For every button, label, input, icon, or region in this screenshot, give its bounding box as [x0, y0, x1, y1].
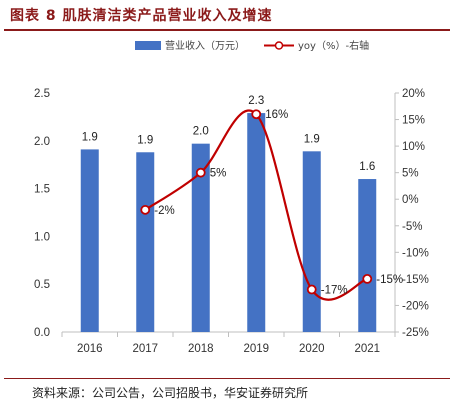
bar-value-label: 2.0 — [193, 126, 209, 138]
y-left-tick-label: 0.0 — [34, 327, 50, 339]
bar — [136, 152, 155, 332]
y-left-tick-label: 2.0 — [34, 136, 50, 148]
bar-value-label: 1.9 — [82, 131, 98, 143]
legend-marker-yoy — [274, 41, 284, 50]
legend-label-revenue: 营业收入（万元） — [165, 39, 245, 52]
yoy-marker — [251, 109, 262, 120]
title-rule — [4, 29, 450, 31]
y-left-tick-label: 1.0 — [34, 231, 50, 243]
y-right-tick-label: 5% — [402, 168, 419, 180]
yoy-value-label: -15% — [376, 274, 403, 286]
source-note: 资料来源：公司公告，公司招股书，华安证券研究所 — [32, 386, 309, 400]
data-labels: 1.9 1.9 2.0 2.3 1.9 1.6 -2% 5% 16% -17% -15% — [82, 95, 403, 296]
yoy-value-label: -17% — [321, 285, 348, 297]
bar-value-label: 1.6 — [359, 161, 375, 173]
bottom-rule — [4, 378, 450, 379]
figure-title: 图表 8 肌肤清洁类产品营业收入及增速 — [10, 8, 273, 24]
y-right-tick-label: 0% — [402, 194, 419, 206]
bar — [80, 149, 99, 332]
y-right-tick-label: -25% — [402, 327, 429, 339]
y-right-tick-label: 10% — [402, 141, 425, 153]
yoy-value-label: -2% — [154, 205, 174, 217]
axes: 0.0 0.5 1.0 1.5 2.0 2.5 -25% -20% -15% -10% -5% 0% 5… — [34, 88, 429, 355]
x-tick-label: 2020 — [299, 343, 325, 355]
y-right-tick-label: -15% — [402, 274, 429, 286]
yoy-line-path — [144, 109, 368, 301]
bar-value-label: 1.9 — [137, 134, 153, 146]
legend: 营业收入（万元） yoy（%）-右轴 — [135, 39, 369, 52]
bar — [247, 113, 266, 333]
bar-value-label: 2.3 — [248, 95, 264, 107]
y-right-tick-label: 20% — [402, 88, 425, 100]
yoy-marker — [362, 273, 373, 284]
bar — [358, 179, 377, 332]
legend-swatch-revenue — [135, 41, 161, 50]
bar — [191, 143, 210, 332]
y-left-tick-label: 1.5 — [34, 184, 50, 196]
bars — [80, 113, 377, 333]
yoy-marker — [306, 284, 317, 295]
bar — [302, 151, 321, 332]
y-right-tick-label: -20% — [402, 300, 429, 312]
y-right-tick-label: -10% — [402, 247, 429, 259]
yoy-marker — [195, 167, 206, 178]
x-tick-label: 2019 — [243, 343, 269, 355]
yoy-marker — [140, 204, 151, 215]
x-tick-label: 2016 — [77, 343, 103, 355]
x-tick-label: 2018 — [188, 343, 214, 355]
y-right-tick-label: -5% — [402, 221, 422, 233]
yoy-line — [140, 109, 373, 301]
yoy-value-label: 16% — [265, 109, 288, 121]
x-tick-label: 2017 — [132, 343, 158, 355]
y-left-tick-label: 0.5 — [34, 279, 50, 291]
yoy-value-label: 5% — [210, 168, 227, 180]
y-right-tick-label: 15% — [402, 115, 425, 127]
y-left-tick-label: 2.5 — [34, 88, 50, 100]
x-tick-label: 2021 — [354, 343, 380, 355]
legend-label-yoy: yoy（%）-右轴 — [298, 39, 369, 52]
bar-value-label: 1.9 — [304, 133, 320, 145]
